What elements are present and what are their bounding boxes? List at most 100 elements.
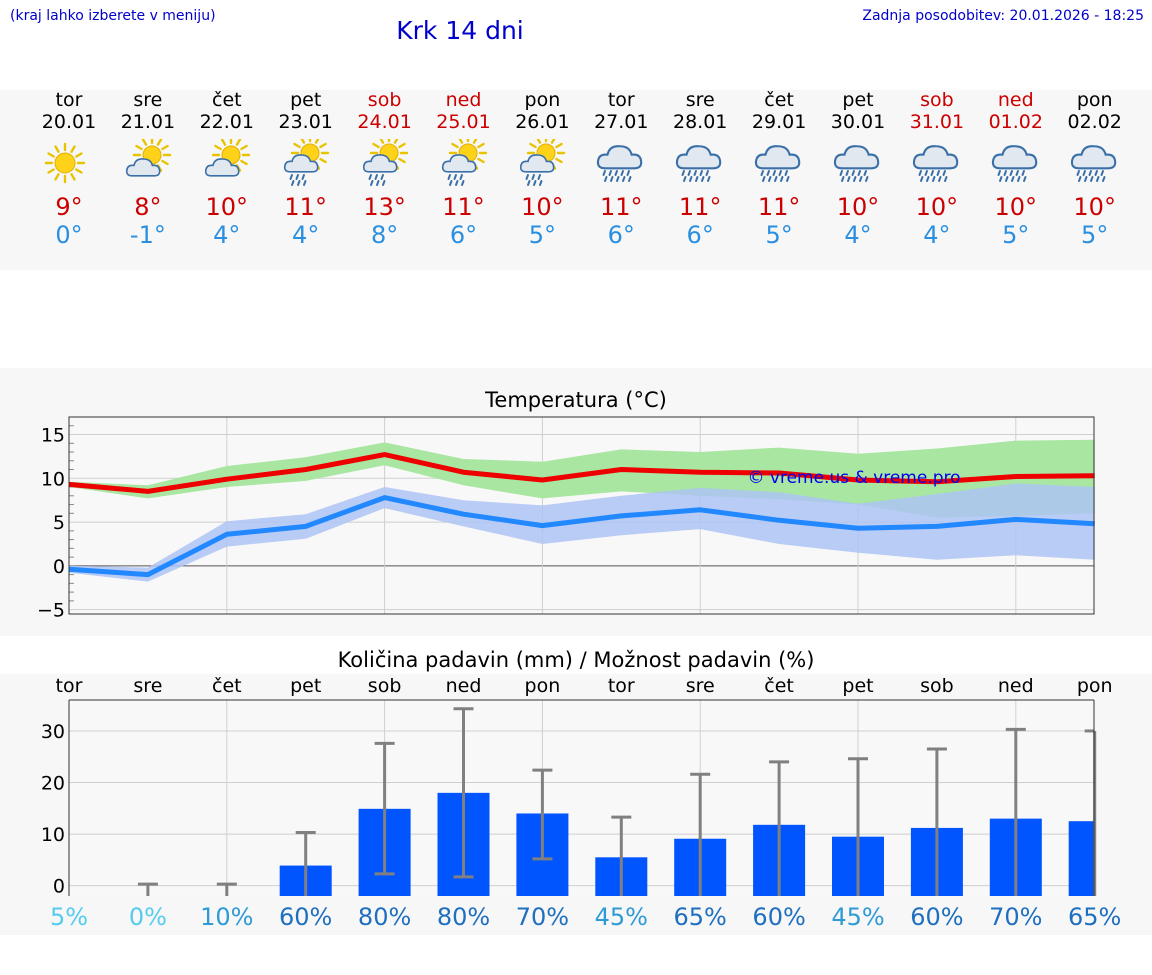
day-name: sre — [133, 89, 163, 111]
day-name: pet — [842, 89, 874, 111]
max-temp: 10° — [836, 193, 880, 221]
day-date: 21.01 — [120, 111, 176, 133]
y-tick-label: −5 — [37, 600, 65, 622]
temperature-title: Temperatura (°C) — [485, 388, 667, 412]
max-temp: 8° — [134, 193, 162, 221]
day-date: 27.01 — [594, 111, 649, 133]
temperature-chart: −5 0 5 10 15 © vreme.us & vreme.pro — [37, 416, 1095, 622]
precip-chance: 65% — [1068, 903, 1122, 931]
x-category-label: tor — [56, 675, 83, 697]
y-tick-label: 15 — [41, 425, 65, 447]
day-name: čet — [764, 89, 794, 111]
cloud-rain-icon — [581, 139, 661, 191]
min-temp: 8° — [370, 221, 399, 249]
precip-chance: 70% — [515, 903, 570, 931]
precip-chance: 80% — [436, 903, 491, 931]
day-name: tor — [607, 89, 635, 111]
day-name: pet — [290, 89, 322, 111]
sun-icon — [29, 139, 109, 191]
sun-cloud-icon — [187, 135, 267, 191]
day-date: 31.01 — [909, 111, 965, 133]
min-temp: 5° — [528, 221, 557, 249]
precip-chance: 70% — [989, 903, 1043, 931]
cloud-rain-icon — [1055, 139, 1135, 191]
day-column: pet 23.01 11° 4° — [266, 89, 346, 249]
min-temp: 4° — [213, 221, 241, 249]
precip-chance: 60% — [279, 903, 333, 931]
min-temp-line — [68, 495, 1095, 578]
day-name: tor — [55, 89, 83, 111]
x-category-label: pon — [525, 675, 561, 697]
sun-cloud-rain-icon — [502, 133, 582, 191]
day-date: 20.01 — [41, 111, 97, 133]
y-tick-label: 30 — [41, 721, 65, 743]
max-temp: 11° — [757, 193, 801, 221]
x-category-label: pet — [842, 675, 873, 697]
max-temp: 10° — [205, 193, 249, 221]
day-column: čet 29.01 11° 5° — [739, 89, 819, 249]
min-temp: 4° — [923, 221, 951, 249]
page-title: Krk 14 dni — [396, 16, 524, 45]
day-column: sre 21.01 8° -1° — [108, 89, 188, 249]
day-column: sob 24.01 13° 8° — [345, 89, 425, 249]
day-name: pon — [1076, 89, 1113, 111]
day-column: čet 22.01 10° 4° — [187, 89, 267, 249]
x-category-label: čet — [764, 675, 794, 697]
day-date: 23.01 — [278, 111, 333, 133]
y-tick-label: 10 — [41, 824, 65, 846]
y-tick-label: 5 — [53, 512, 65, 534]
sun-cloud-rain-icon — [266, 133, 346, 191]
day-name: sre — [685, 89, 715, 111]
day-date: 25.01 — [436, 111, 491, 133]
cloud-rain-icon — [660, 139, 740, 191]
day-date: 24.01 — [357, 111, 412, 133]
precip-chance: 80% — [357, 903, 412, 931]
max-range-band — [69, 439, 1095, 518]
min-temp: 6° — [449, 221, 478, 249]
min-temp: -1° — [129, 221, 166, 249]
day-date: 01.02 — [988, 111, 1043, 133]
min-range-band — [69, 483, 1095, 582]
precip-chance: 45% — [831, 903, 885, 931]
x-category-label: sob — [920, 675, 954, 697]
location-hint: (kraj lahko izberete v meniju) — [10, 8, 216, 24]
y-tick-label: 0 — [53, 556, 65, 578]
day-name: čet — [212, 89, 242, 111]
x-category-label: pon — [1077, 675, 1113, 697]
max-temp: 11° — [678, 193, 722, 221]
x-category-label: sre — [686, 675, 715, 697]
max-temp: 11° — [600, 193, 643, 221]
day-column: pon 02.02 10° 5° — [1055, 89, 1135, 249]
min-temp: 0° — [55, 221, 83, 249]
x-category-label: sob — [368, 675, 402, 697]
precipitation-title: Količina padavin (mm) / Možnost padavin … — [337, 648, 815, 672]
precip-bar — [1068, 821, 1094, 896]
min-temp: 6° — [607, 221, 635, 249]
max-temp: 10° — [994, 193, 1038, 221]
day-name: ned — [445, 89, 482, 111]
max-temp: 10° — [521, 193, 564, 221]
day-date: 02.02 — [1067, 111, 1122, 133]
cloud-rain-icon — [739, 139, 819, 191]
plot-frame — [68, 416, 1095, 615]
day-date: 30.01 — [830, 111, 886, 133]
y-tick-label: 0 — [53, 876, 65, 898]
watermark: © vreme.us & vreme.pro — [747, 468, 960, 488]
cloud-rain-icon — [897, 139, 977, 191]
day-column: tor 27.01 11° 6° — [581, 89, 661, 249]
max-temp: 9° — [55, 193, 83, 221]
day-date: 26.01 — [515, 111, 570, 133]
day-column: pet 30.01 10° 4° — [818, 89, 898, 249]
max-temp-line — [68, 452, 1095, 494]
sun-cloud-rain-icon — [424, 133, 504, 191]
y-tick-label: 20 — [41, 773, 65, 795]
day-date: 28.01 — [672, 111, 728, 133]
x-category-label: ned — [998, 675, 1034, 697]
day-date: 29.01 — [751, 111, 807, 133]
day-column: tor 20.01 9° 0° — [29, 89, 109, 249]
day-name: pon — [524, 89, 561, 111]
x-category-label: čet — [212, 675, 242, 697]
x-category-label: ned — [446, 675, 482, 697]
min-temp: 5° — [1002, 221, 1030, 249]
min-temp: 4° — [292, 221, 320, 249]
